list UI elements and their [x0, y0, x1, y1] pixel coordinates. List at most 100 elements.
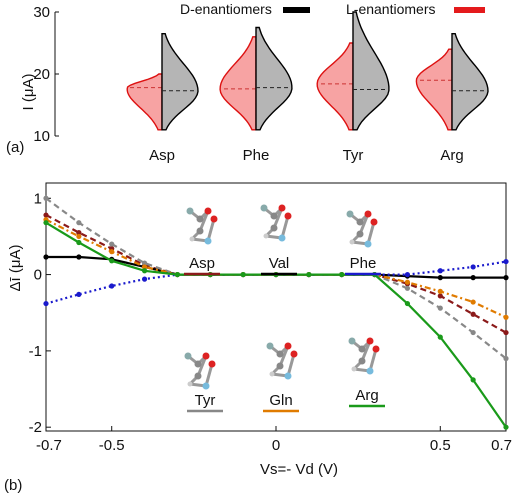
point-arg — [240, 271, 246, 278]
x-tick-label-a: Phe — [243, 147, 270, 164]
point-gln — [437, 288, 443, 294]
point-arg — [174, 271, 181, 278]
panel-a: (a) I (μA) 10 20 30 Asp Phe Tyr Arg D-enantio… — [6, 1, 489, 164]
x-tick-label-b: -0.7 — [36, 437, 62, 454]
point-asp — [470, 311, 476, 317]
point-gln — [404, 279, 411, 285]
point-val — [470, 275, 476, 281]
point-tyr — [404, 285, 411, 291]
point-asp — [437, 293, 443, 299]
point-arg — [109, 258, 115, 264]
point-gln — [109, 249, 115, 255]
x-tick-label-a: Asp — [149, 147, 175, 164]
point-tyr — [503, 355, 509, 362]
series-line-phe — [45, 260, 507, 305]
x-axis-label-b: Vs=- Vd (V) — [260, 461, 338, 478]
legend-swatch-l — [454, 7, 485, 13]
molecule-icon — [346, 210, 378, 248]
legend-label-l: L-enantiomers — [346, 1, 436, 17]
point-tyr — [76, 220, 82, 226]
point-phe — [404, 271, 411, 278]
point-phe — [43, 300, 49, 307]
molecule-icon — [184, 352, 216, 390]
point-tyr — [470, 329, 476, 336]
point-gln — [503, 314, 509, 320]
x-tick-label-b: 0 — [272, 437, 280, 454]
point-phe — [76, 291, 82, 298]
molecule-label-asp: Asp — [189, 255, 215, 272]
molecule-label-tyr: Tyr — [195, 392, 216, 409]
violin-phe-right — [255, 26, 293, 131]
molecule-icon — [260, 204, 292, 242]
point-arg — [404, 300, 411, 307]
point-arg — [470, 377, 476, 383]
violin-phe-left — [219, 36, 257, 131]
y-ticks-a: 10 20 30 — [33, 4, 59, 145]
point-val — [437, 275, 443, 281]
y-tick-label-b: -2 — [29, 419, 42, 436]
y-tick-label-b: 1 — [34, 190, 42, 207]
x-tick-label-b: 0.7 — [491, 437, 512, 454]
legend: D-enantiomers L-enantiomers — [180, 1, 485, 17]
axis-ticks-b: -0.7 -0.5 0 0.5 0.7 1 0 -1 -2 — [29, 190, 512, 454]
point-arg — [339, 271, 345, 278]
point-tyr — [141, 260, 148, 266]
x-tick-label-a: Tyr — [343, 147, 364, 164]
molecule-labels: Asp Val Phe Tyr Gln Arg — [184, 255, 385, 413]
point-phe — [437, 268, 443, 274]
point-val — [43, 254, 49, 260]
point-gln — [470, 299, 476, 305]
y-tick-label-a: 10 — [33, 128, 50, 145]
molecule-icon — [186, 207, 218, 245]
point-val — [503, 275, 509, 281]
violin-arg-right — [451, 33, 489, 131]
y-tick-label-b: 0 — [34, 267, 42, 284]
molecule-label-gln: Gln — [269, 392, 292, 409]
violin-asp-right — [161, 33, 199, 131]
y-tick-label-a: 30 — [33, 4, 50, 21]
point-phe — [503, 258, 509, 265]
violin-tyr-right — [352, 11, 390, 131]
molecule-label-arg: Arg — [355, 387, 378, 404]
legend-swatch-d — [283, 7, 310, 13]
point-arg — [76, 239, 82, 246]
x-tick-label-b: -0.5 — [99, 437, 125, 454]
y-tick-label-b: -1 — [29, 343, 42, 360]
panel-b: (b) Δī (μA) Vs=- Vd (V) -0.7 -0.5 0 0.5 0.7 1… — [4, 182, 512, 494]
point-arg — [306, 271, 312, 278]
x-tick-labels-a: Asp Phe Tyr Arg — [149, 147, 464, 164]
molecule-icons — [184, 204, 380, 390]
panel-a-label: (a) — [6, 139, 24, 156]
point-val — [76, 254, 82, 260]
panel-b-label: (b) — [4, 477, 22, 494]
y-axis-label-b: Δī (μA) — [7, 245, 24, 292]
point-asp — [43, 212, 49, 218]
point-tyr — [43, 195, 49, 201]
point-tyr — [437, 305, 443, 311]
violin-arg-left — [415, 48, 453, 131]
molecule-icon — [348, 337, 380, 375]
point-tyr — [109, 241, 115, 247]
point-asp — [503, 329, 509, 336]
violin-asp-left — [126, 73, 163, 131]
legend-label-d: D-enantiomers — [180, 1, 272, 17]
molecule-label-phe: Phe — [350, 255, 377, 272]
x-tick-label-a: Arg — [440, 147, 463, 164]
point-arg — [437, 334, 443, 340]
point-phe — [470, 264, 476, 270]
point-phe — [141, 276, 148, 282]
x-tick-label-b: 0.5 — [430, 437, 451, 454]
point-arg — [141, 268, 148, 274]
molecule-icon — [266, 342, 298, 380]
point-phe — [109, 283, 115, 289]
y-axis-label-a: I (μA) — [20, 74, 37, 111]
point-arg — [503, 424, 509, 430]
violins — [126, 11, 489, 131]
point-arg — [43, 220, 49, 226]
point-gln — [141, 264, 148, 270]
point-gln — [76, 233, 82, 240]
molecule-label-val: Val — [269, 255, 290, 272]
point-asp — [76, 230, 82, 236]
y-tick-label-a: 20 — [33, 66, 50, 83]
